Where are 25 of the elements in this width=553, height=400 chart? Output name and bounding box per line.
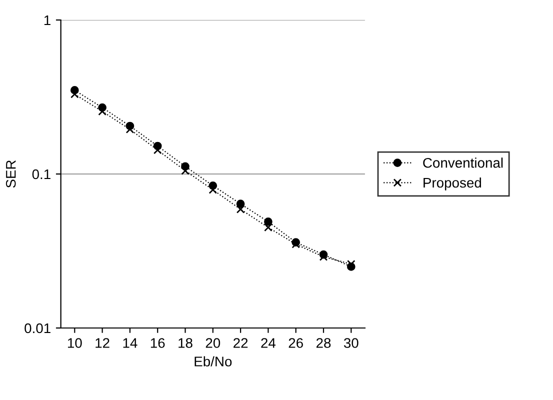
x-axis-title: Eb/No: [194, 356, 232, 366]
y-axis-title: SER: [6, 160, 16, 188]
point: [346, 260, 356, 268]
x-tick-label: 14: [123, 338, 138, 348]
legend-label: Proposed: [424, 177, 482, 190]
point: [181, 166, 190, 175]
point: [264, 218, 272, 226]
x-tick-label: 18: [178, 338, 192, 348]
x-tick-label: 12: [96, 338, 110, 348]
x-tick-label: 24: [261, 338, 276, 348]
point: [98, 107, 106, 116]
x-tick-label: 30: [344, 338, 358, 348]
legend-label: Conventional: [423, 158, 503, 168]
point: [236, 205, 245, 214]
point: [208, 186, 218, 194]
x-tick-label: 10: [68, 338, 82, 348]
x-tick-label: 16: [150, 338, 165, 348]
y-tick-label: 1: [44, 15, 50, 26]
y-tick-label: 0.01: [24, 323, 50, 334]
x-tick-label: 20: [206, 338, 220, 348]
point: [264, 223, 272, 232]
x-tick-label: 22: [234, 338, 248, 348]
x-tick-label: 26: [288, 338, 303, 348]
x-tick-label: 28: [316, 338, 331, 348]
y-tick-label: 0.1: [32, 169, 50, 180]
